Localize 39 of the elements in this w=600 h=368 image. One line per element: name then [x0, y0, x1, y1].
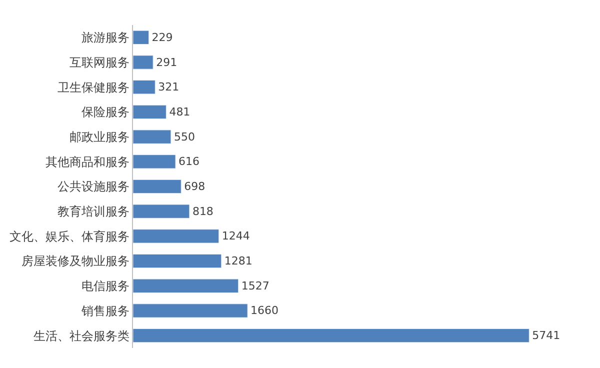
bar: [133, 104, 166, 120]
bar: [133, 278, 239, 293]
y-tick-label: 公共设施服务: [58, 180, 130, 194]
y-tick-label: 旅游服务: [82, 30, 130, 45]
y-tick-label: 电信服务: [82, 279, 130, 294]
data-label: 1527: [241, 279, 270, 292]
data-label: 818: [192, 204, 214, 218]
y-tick-label: 卫生保健服务: [58, 80, 130, 94]
y-tick-label: 其他商品和服务: [46, 154, 130, 169]
y-tick-label: 房屋装修及物业服务: [22, 254, 130, 268]
y-tick-label: 保险服务: [82, 105, 130, 120]
bar: [133, 179, 182, 194]
data-label: 1244: [222, 230, 250, 243]
y-tick-label: 文化、娱乐、体育服务: [10, 229, 130, 244]
bar: [133, 130, 172, 144]
bar: [133, 254, 222, 268]
bar: [133, 204, 190, 218]
y-tick-label: 邮政业服务: [70, 130, 130, 144]
y-tick-label: 生活、社会服务类: [34, 328, 130, 343]
data-label: 291: [156, 56, 178, 69]
y-tick-label: 教育培训服务: [58, 204, 130, 219]
data-label: 5741: [532, 329, 560, 342]
data-label: 616: [178, 155, 200, 168]
data-label: 481: [169, 105, 190, 118]
bar: [133, 328, 530, 343]
bar: [133, 229, 220, 244]
bar: [133, 304, 248, 318]
bar: [133, 55, 154, 70]
bar: [133, 30, 150, 45]
bar: [133, 80, 156, 94]
data-label: 1281: [224, 254, 252, 268]
data-label: 321: [158, 80, 180, 94]
data-label: 550: [174, 130, 195, 144]
y-tick-label: 销售服务: [80, 304, 130, 318]
data-label: 698: [184, 180, 206, 193]
data-label: 229: [152, 30, 173, 44]
y-tick-label: 互联网服务: [70, 55, 130, 70]
bar: [133, 154, 176, 169]
data-label: 1660: [250, 304, 279, 318]
